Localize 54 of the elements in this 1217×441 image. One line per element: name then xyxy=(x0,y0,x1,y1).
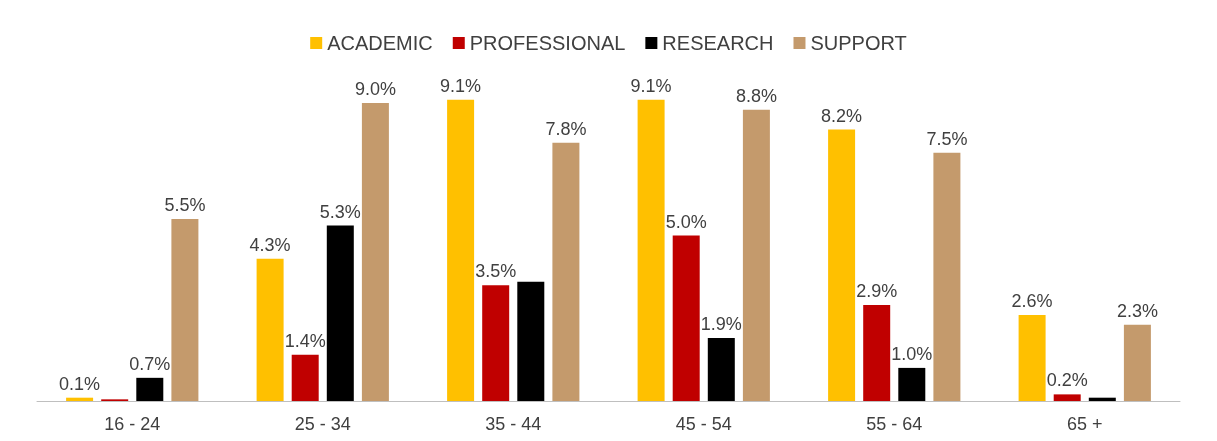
bar xyxy=(66,397,94,401)
data-label: 0.1% xyxy=(59,373,101,394)
bar xyxy=(1123,324,1151,401)
bar xyxy=(898,367,926,401)
data-label: 8.8% xyxy=(735,85,777,106)
bar xyxy=(326,225,354,401)
bar xyxy=(517,281,545,401)
bar xyxy=(1088,397,1116,401)
bar xyxy=(171,218,199,401)
bar xyxy=(136,377,164,401)
bar xyxy=(637,99,665,401)
data-label: 2.6% xyxy=(1011,290,1053,311)
data-label: 5.0% xyxy=(665,211,707,232)
data-label: 5.5% xyxy=(164,194,206,215)
bar xyxy=(482,285,510,401)
data-label: 9.0% xyxy=(354,79,396,100)
bar xyxy=(361,103,389,401)
bar xyxy=(707,338,735,401)
bar xyxy=(1018,314,1046,401)
bar xyxy=(256,258,284,401)
bar xyxy=(933,152,961,401)
data-label: 1.4% xyxy=(284,330,326,351)
x-tick-label: 16 - 24 xyxy=(104,414,161,434)
bar xyxy=(828,129,856,401)
x-tick-label: 65 + xyxy=(1066,414,1103,434)
data-label: 2.9% xyxy=(856,281,898,302)
data-label: 9.1% xyxy=(630,75,672,96)
legend-label: ACADEMIC xyxy=(327,32,433,54)
bar xyxy=(1053,394,1081,401)
data-label: 7.8% xyxy=(545,118,587,139)
data-label: 5.3% xyxy=(319,201,361,222)
bar xyxy=(863,305,891,401)
bar xyxy=(742,109,770,401)
data-label: 0.2% xyxy=(1046,370,1088,391)
x-tick-label: 35 - 44 xyxy=(485,414,542,434)
x-tick-label: 55 - 64 xyxy=(866,414,923,434)
data-label: 1.0% xyxy=(891,343,933,364)
data-label: 4.3% xyxy=(249,234,291,255)
bar xyxy=(291,354,319,401)
data-label: 3.5% xyxy=(475,261,517,282)
data-label: 1.9% xyxy=(700,314,742,335)
legend-label: RESEARCH xyxy=(662,32,774,54)
bar xyxy=(552,142,580,401)
data-label: 2.3% xyxy=(1116,300,1158,321)
data-label: 8.2% xyxy=(821,105,863,126)
legend-label: PROFESSIONAL xyxy=(469,32,626,54)
data-label: 7.5% xyxy=(926,128,968,149)
data-label: 9.1% xyxy=(440,75,482,96)
x-tick-label: 45 - 54 xyxy=(675,414,732,434)
bar xyxy=(447,99,475,401)
bar xyxy=(672,235,700,401)
data-label: 0.7% xyxy=(129,353,171,374)
x-tick-label: 25 - 34 xyxy=(294,414,351,434)
legend-label: SUPPORT xyxy=(810,32,907,54)
